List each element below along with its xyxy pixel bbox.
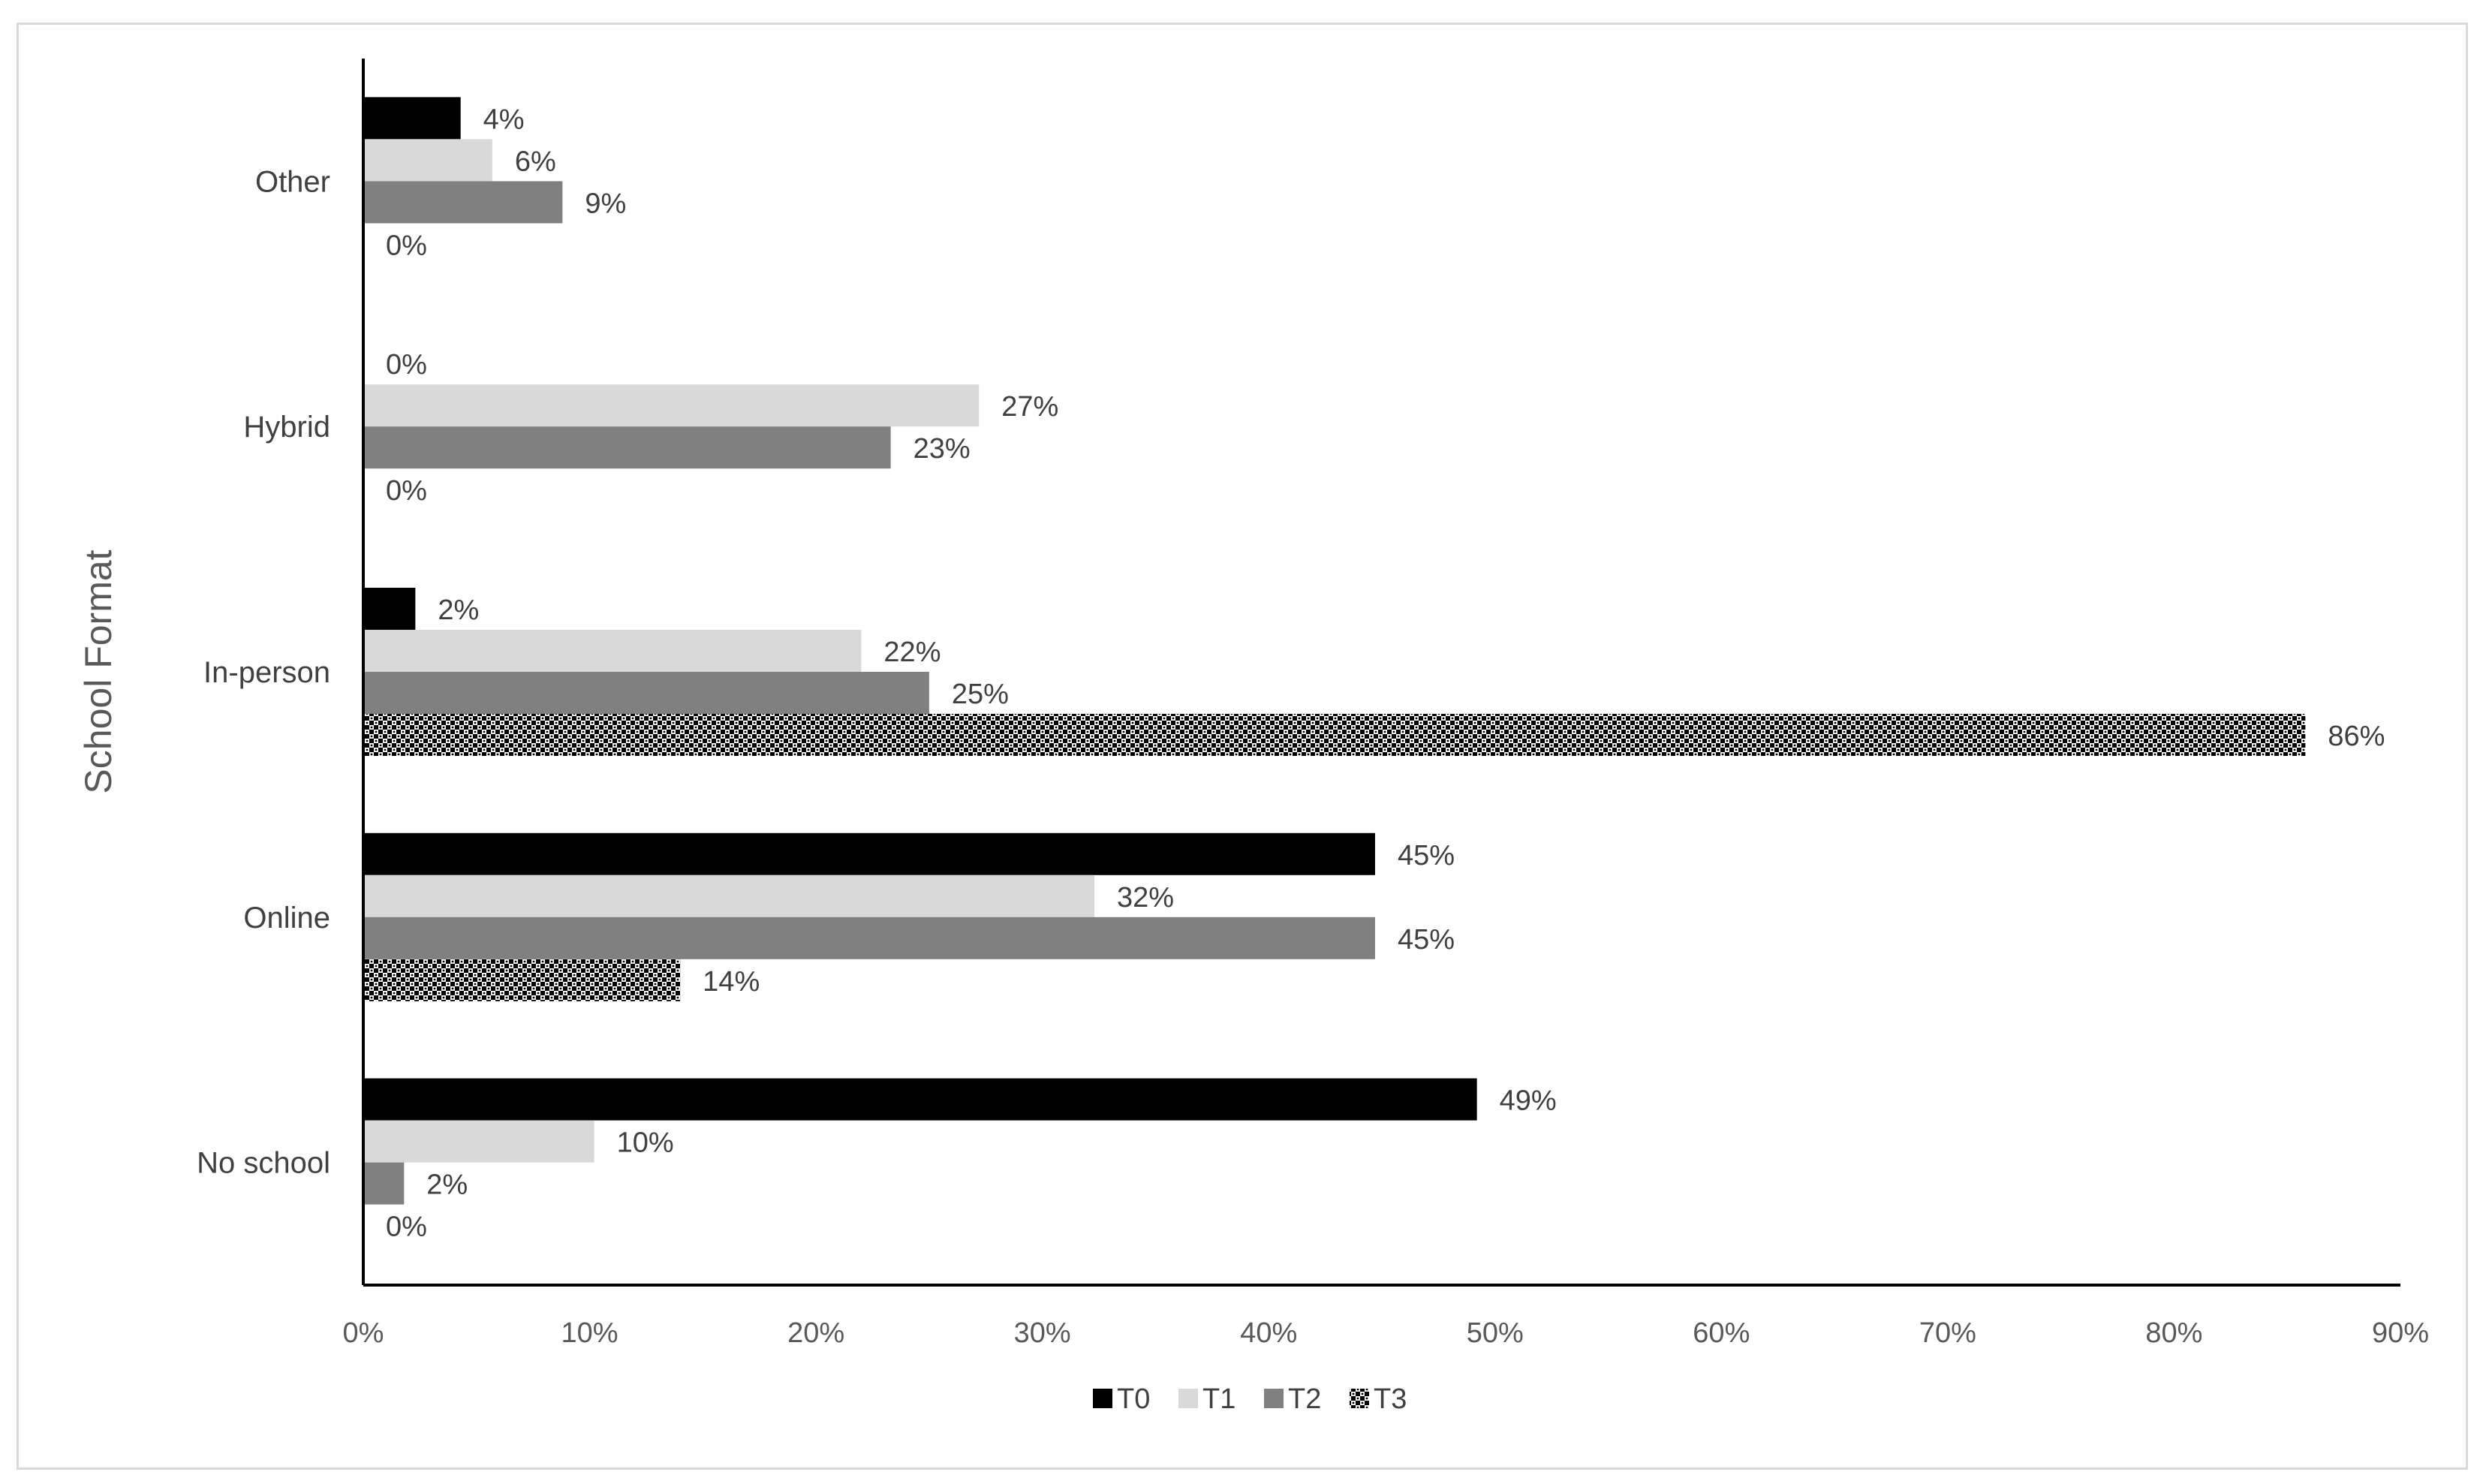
data-label-in-person-t2: 25% <box>952 679 1009 710</box>
data-label-no-school-t0: 49% <box>1500 1085 1557 1117</box>
x-tick-label-90: 90% <box>2372 1317 2429 1349</box>
x-tick-label-30: 30% <box>1014 1317 1071 1349</box>
legend-swatch-t0 <box>1093 1389 1112 1408</box>
x-tick-label-70: 70% <box>1919 1317 1976 1349</box>
bar-online-t3 <box>363 959 681 1001</box>
legend-label-t0: T0 <box>1117 1383 1150 1415</box>
data-label-other-t0: 4% <box>483 104 525 135</box>
category-label-other: Other <box>255 165 330 198</box>
bar-other-t2 <box>363 181 563 224</box>
data-label-no-school-t3: 0% <box>386 1212 427 1243</box>
data-label-in-person-t3: 86% <box>2328 721 2385 752</box>
data-label-hybrid-t1: 27% <box>1001 391 1058 423</box>
legend-label-t2: T2 <box>1288 1383 1321 1415</box>
category-label-in-person: In-person <box>203 656 330 689</box>
data-label-no-school-t2: 2% <box>426 1169 468 1201</box>
bars-group <box>363 97 2306 1205</box>
legend-swatch-t3 <box>1350 1389 1369 1408</box>
data-label-other-t2: 9% <box>585 188 626 219</box>
legend-swatch-t1 <box>1178 1389 1198 1408</box>
bar-in-person-t2 <box>363 672 929 714</box>
bar-online-t2 <box>363 917 1375 959</box>
x-tick-label-40: 40% <box>1240 1317 1297 1349</box>
legend-label-t1: T1 <box>1202 1383 1235 1415</box>
bar-no-school-t0 <box>363 1078 1477 1121</box>
legend-swatch-t2 <box>1264 1389 1284 1408</box>
y-axis-title: School Format <box>77 549 119 793</box>
bar-in-person-t1 <box>363 630 862 672</box>
data-label-in-person-t1: 22% <box>883 637 941 668</box>
bar-hybrid-t1 <box>363 384 980 427</box>
data-label-hybrid-t0: 0% <box>386 349 427 381</box>
bar-online-t1 <box>363 874 1095 917</box>
x-tick-label-80: 80% <box>2145 1317 2202 1349</box>
bar-in-person-t0 <box>363 588 416 630</box>
data-label-online-t1: 32% <box>1117 882 1174 914</box>
bar-no-school-t1 <box>363 1120 594 1163</box>
data-label-hybrid-t3: 0% <box>386 475 427 507</box>
bar-in-person-t3 <box>363 714 2306 756</box>
category-labels-group: No school Online In-person Hybrid Other <box>197 165 330 1179</box>
category-label-online: Online <box>243 902 330 935</box>
x-tick-label-50: 50% <box>1467 1317 1524 1349</box>
data-label-other-t3: 0% <box>386 230 427 261</box>
category-label-hybrid: Hybrid <box>243 411 330 444</box>
data-label-no-school-t1: 10% <box>617 1127 674 1159</box>
x-tick-label-0: 0% <box>343 1317 384 1349</box>
bar-online-t0 <box>363 832 1375 875</box>
data-labels-group: 49% 10% 2% 0% 45% 32% 45% 14% 2% 22% 25% 86% 0% 27% 23… <box>386 104 2385 1242</box>
x-tick-label-10: 10% <box>561 1317 618 1349</box>
bar-hybrid-t2 <box>363 426 891 469</box>
legend-label-t3: T3 <box>1374 1383 1407 1415</box>
bar-no-school-t2 <box>363 1162 405 1205</box>
x-tick-label-20: 20% <box>787 1317 844 1349</box>
data-label-other-t1: 6% <box>515 146 556 177</box>
x-tick-labels-group: 0% 10% 20% 30% 40% 50% 60% 70% 80% 90% <box>343 1317 2429 1349</box>
bar-other-t1 <box>363 139 492 182</box>
data-label-online-t0: 45% <box>1398 840 1455 871</box>
x-tick-label-60: 60% <box>1693 1317 1750 1349</box>
data-label-online-t2: 45% <box>1398 924 1455 956</box>
bar-other-t0 <box>363 97 461 140</box>
data-label-in-person-t0: 2% <box>438 595 479 626</box>
data-label-online-t3: 14% <box>703 966 760 998</box>
data-label-hybrid-t2: 23% <box>913 433 971 465</box>
category-label-no-school: No school <box>197 1147 330 1180</box>
legend: T0 T1 T2 T3 <box>1093 1383 1407 1415</box>
